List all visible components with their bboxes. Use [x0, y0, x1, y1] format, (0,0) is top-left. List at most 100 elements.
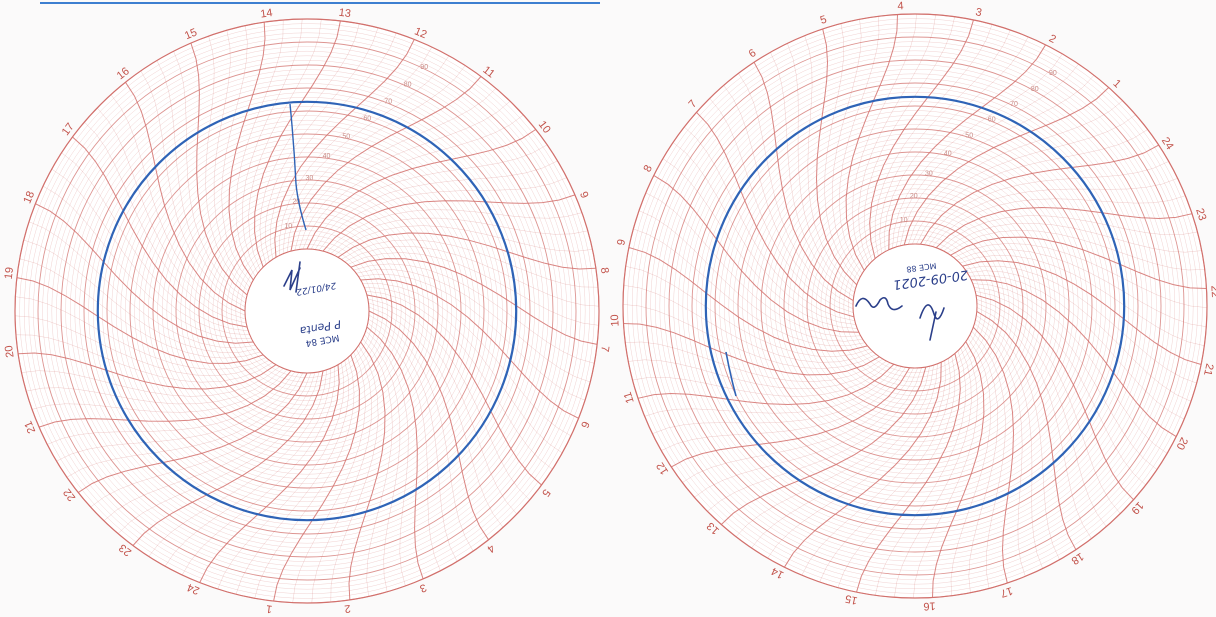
pen-start-mark	[289, 103, 307, 231]
value-ring	[111, 115, 503, 507]
value-ring	[185, 189, 429, 433]
hour-label: 3	[974, 6, 983, 19]
time-subdivision-line	[23, 239, 258, 353]
time-subdivision-line	[270, 32, 397, 260]
time-subdivision-line	[66, 372, 304, 478]
time-subdivision-line	[353, 263, 595, 364]
time-subdivision-line	[56, 372, 300, 462]
time-subdivision-line	[279, 46, 433, 256]
time-subdivision-line	[723, 85, 854, 309]
time-subdivision-line	[959, 255, 1205, 346]
time-subdivision-line	[347, 252, 599, 326]
hour-label: 24	[186, 581, 202, 597]
value-ring	[203, 207, 411, 415]
hour-line	[696, 111, 855, 318]
ring-value-label: 60	[363, 115, 371, 122]
time-subdivision-line	[14, 315, 270, 376]
time-subdivision-line	[928, 178, 1178, 246]
hour-label: 17	[999, 584, 1014, 599]
value-ring	[664, 55, 1166, 557]
value-ring	[710, 101, 1120, 511]
value-ring	[756, 147, 1074, 465]
value-ring	[843, 234, 987, 378]
value-ring	[120, 124, 494, 498]
time-subdivision-line	[956, 249, 1207, 327]
value-ring	[737, 128, 1093, 484]
hour-label: 6	[578, 419, 591, 429]
time-subdivision-line	[875, 24, 993, 257]
pen-trace	[96, 100, 518, 522]
value-ring	[645, 36, 1185, 576]
time-subdivision-line	[365, 290, 553, 470]
value-ring	[632, 23, 1198, 589]
time-subdivision-line	[628, 359, 887, 389]
time-subdivision-line	[892, 53, 1063, 249]
time-subdivision-line	[117, 371, 320, 534]
time-subdivision-line	[971, 330, 1006, 589]
value-ring	[79, 83, 535, 539]
time-subdivision-line	[217, 362, 344, 590]
time-subdivision-line	[804, 35, 856, 289]
value-ring	[217, 221, 397, 401]
time-subdivision-line	[330, 345, 379, 603]
time-subdivision-line	[362, 338, 393, 597]
value-ring	[797, 188, 1033, 424]
time-subdivision-line	[21, 366, 280, 397]
value-ring	[783, 174, 1047, 438]
time-subdivision-line	[661, 367, 906, 451]
hour-line	[322, 194, 576, 252]
time-subdivision-line	[625, 266, 871, 357]
ring-value-label: 30	[306, 175, 314, 182]
time-subdivision-line	[913, 344, 978, 599]
value-ring	[157, 161, 457, 461]
time-subdivision-line	[672, 142, 856, 325]
hour-label: 14	[260, 7, 274, 21]
time-subdivision-line	[896, 63, 1079, 247]
time-subdivision-line	[976, 303, 1107, 527]
time-subdivision-line	[19, 258, 261, 359]
hour-label: 1	[265, 602, 273, 615]
hour-line	[950, 236, 1207, 289]
time-subdivision-line	[173, 51, 247, 300]
time-subdivision-line	[310, 144, 548, 250]
time-subdivision-line	[61, 152, 249, 332]
time-subdivision-line	[334, 225, 593, 256]
ring-value-label: 70	[1010, 101, 1018, 108]
hour-label: 23	[117, 541, 134, 558]
value-ring	[839, 230, 991, 382]
time-subdivision-line	[884, 36, 1029, 252]
time-subdivision-line	[318, 177, 567, 251]
value-ring	[719, 110, 1111, 502]
time-subdivision-line	[344, 246, 600, 307]
value-ring	[175, 179, 439, 443]
hour-label: 6	[747, 47, 759, 60]
time-subdivision-line	[235, 19, 284, 277]
value-ring	[194, 198, 420, 424]
hour-line	[845, 14, 898, 271]
value-ring	[125, 129, 489, 493]
time-subdivision-line	[832, 19, 862, 278]
time-subdivision-line	[51, 168, 250, 335]
value-ring	[816, 207, 1014, 405]
time-subdivision-line	[974, 287, 1158, 470]
value-ring	[28, 32, 586, 590]
time-subdivision-line	[837, 355, 955, 588]
hour-label: 16	[115, 65, 132, 82]
hour-label: 14	[769, 565, 785, 581]
value-ring	[240, 244, 374, 378]
time-subdivision-line	[964, 266, 1197, 384]
hour-label: 11	[622, 390, 637, 405]
time-subdivision-line	[623, 285, 874, 363]
time-subdivision-line	[625, 341, 883, 382]
ring-value-label: 20	[910, 193, 918, 200]
hour-line	[337, 232, 596, 270]
time-subdivision-line	[953, 243, 1208, 308]
right-signature-2	[919, 304, 945, 341]
time-subdivision-line	[972, 283, 1168, 454]
value-ring	[74, 78, 540, 544]
value-ring	[65, 69, 549, 553]
time-subdivision-line	[314, 160, 558, 250]
value-ring	[724, 115, 1106, 497]
value-ring	[221, 225, 393, 397]
